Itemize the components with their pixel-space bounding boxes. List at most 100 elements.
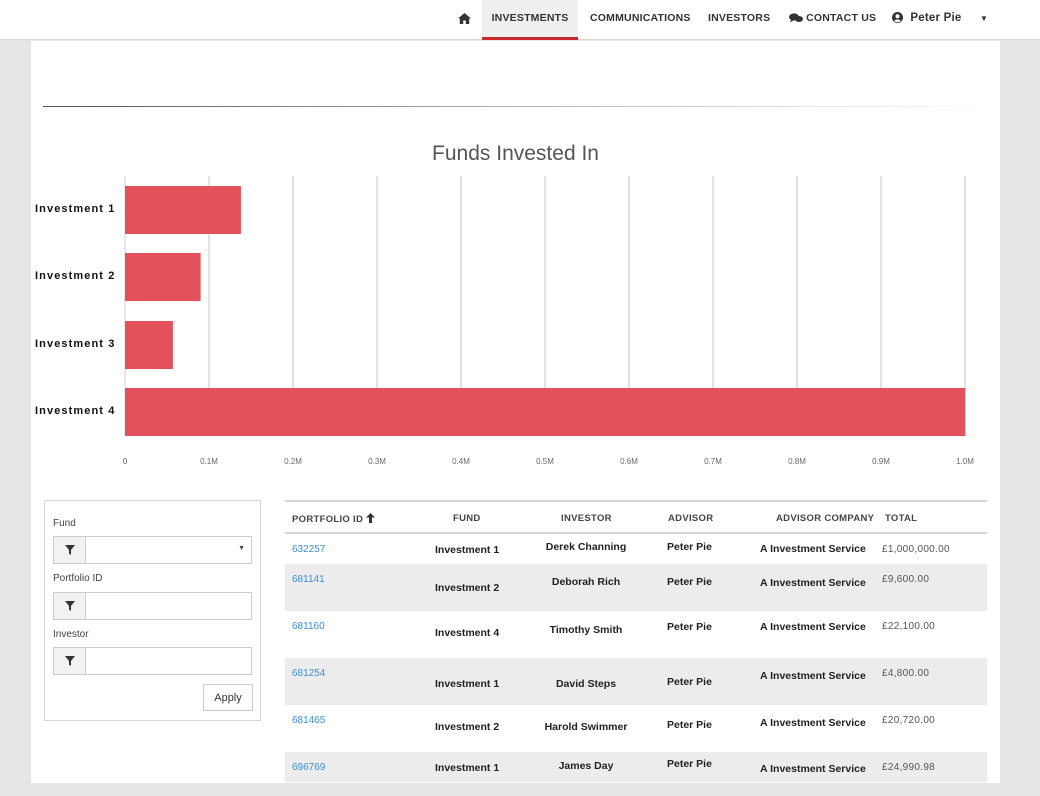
nav-investors[interactable]: INVESTORS (708, 12, 771, 24)
fund-filter-button[interactable] (54, 537, 86, 563)
filter-panel: Fund ▼ Portfolio ID Investor Apply (44, 500, 261, 721)
header-advisor-company[interactable]: ADVISOR COMPANY (776, 513, 875, 524)
table-row: 696769 Investment 1 James Day Peter Pie … (285, 752, 987, 782)
user-menu[interactable]: Peter Pie (892, 0, 961, 40)
funnel-icon (64, 601, 75, 611)
chart-category-label: Investment 3 (35, 338, 116, 350)
nav-investments[interactable]: INVESTMENTS (482, 0, 578, 40)
chart-tick-label: 0.6M (620, 457, 638, 466)
funnel-icon (64, 545, 75, 555)
chart-tick-label: 0.4M (452, 457, 470, 466)
funds-bar-chart (124, 176, 966, 436)
fund-cell: Investment 1 (435, 678, 500, 690)
chart-title: Funds Invested In (432, 142, 599, 165)
nav-communications[interactable]: COMMUNICATIONS (590, 12, 691, 24)
nav-home[interactable] (452, 0, 476, 40)
portfolio-id-link[interactable]: 681141 (292, 574, 325, 585)
total-cell: £24,990.98 (882, 762, 936, 773)
fund-filter-label: Fund (53, 518, 76, 529)
advisor-company-cell: A Investment Service (760, 717, 866, 729)
table-row: 632257 Investment 1 Derek Channing Peter… (285, 534, 987, 564)
header-investor[interactable]: INVESTOR (561, 513, 612, 524)
home-icon (457, 12, 471, 24)
main-content: Funds Invested In Investment 1 Investment… (31, 41, 1000, 783)
fund-cell: Investment 1 (435, 762, 500, 774)
portfolio-id-link[interactable]: 681160 (292, 621, 325, 632)
table-row: 681141 Investment 2 Deborah Rich Peter P… (285, 564, 987, 611)
funnel-icon (64, 656, 75, 666)
chart-category-label: Investment 4 (35, 405, 116, 417)
user-name: Peter Pie (910, 12, 962, 24)
chart-bar[interactable] (125, 253, 201, 301)
advisor-company-cell: A Investment Service (760, 577, 866, 589)
chart-tick-label: 0.8M (788, 457, 806, 466)
portfolio-id-link[interactable]: 632257 (292, 544, 326, 555)
chart-tick-label: 0.5M (536, 457, 554, 466)
header-fund[interactable]: FUND (453, 513, 481, 524)
advisor-cell: Peter Pie (667, 676, 712, 688)
nav-contact-us-label: CONTACT US (806, 12, 877, 24)
chart-tick-label: 0.3M (368, 457, 386, 466)
advisor-company-cell: A Investment Service (760, 763, 866, 775)
advisor-cell: Peter Pie (667, 719, 712, 731)
header-advisor[interactable]: ADVISOR (668, 513, 714, 524)
chart-bar[interactable] (125, 186, 241, 234)
total-cell: £9,600.00 (882, 574, 930, 585)
advisor-cell: Peter Pie (667, 541, 712, 553)
investor-filter-button[interactable] (54, 648, 86, 674)
total-cell: £4,800.00 (882, 668, 930, 679)
table-header: PORTFOLIO ID FUND INVESTOR ADVISOR ADVIS… (285, 500, 987, 534)
chat-bubbles-icon (789, 13, 803, 23)
chevron-down-icon: ▼ (238, 545, 245, 552)
investor-cell: Timothy Smith (549, 624, 623, 636)
fund-cell: Investment 4 (435, 627, 500, 639)
portfolio-id-link[interactable]: 681254 (292, 668, 326, 679)
chart-tick-label: 0.9M (872, 457, 890, 466)
top-navbar: INVESTMENTS COMMUNICATIONS INVESTORS CON… (0, 0, 1040, 40)
apply-button[interactable]: Apply (203, 684, 253, 711)
user-menu-caret[interactable]: ▼ (980, 14, 989, 23)
investor-cell: James Day (558, 760, 614, 772)
fund-cell: Investment 2 (435, 721, 500, 733)
advisor-cell: Peter Pie (667, 621, 712, 633)
chart-tick-label: 0.2M (284, 457, 302, 466)
total-cell: £20,720.00 (882, 715, 936, 726)
portfolio-table: PORTFOLIO ID FUND INVESTOR ADVISOR ADVIS… (285, 500, 987, 782)
header-portfolio-id[interactable]: PORTFOLIO ID (292, 513, 376, 525)
advisor-company-cell: A Investment Service (760, 543, 866, 555)
investor-input[interactable] (53, 647, 252, 675)
total-cell: £1,000,000.00 (882, 544, 950, 555)
investor-filter-label: Investor (53, 629, 89, 640)
advisor-cell: Peter Pie (667, 576, 712, 588)
fund-select[interactable]: ▼ (53, 536, 252, 564)
fund-cell: Investment 2 (435, 582, 500, 594)
chart-bar[interactable] (125, 388, 965, 436)
advisor-company-cell: A Investment Service (760, 621, 866, 633)
chart-tick-label: 1.0M (956, 457, 974, 466)
arrow-up-icon (366, 513, 376, 523)
nav-contact-us[interactable]: CONTACT US (789, 0, 876, 40)
fund-cell: Investment 1 (435, 544, 500, 556)
chart-bar[interactable] (125, 321, 173, 369)
chart-tick-label: 0.7M (704, 457, 722, 466)
table-row: 681465 Investment 2 Harold Swimmer Peter… (285, 705, 987, 752)
investor-cell: Derek Channing (545, 541, 627, 553)
advisor-cell: Peter Pie (667, 758, 712, 770)
chart-tick-label: 0.1M (200, 457, 218, 466)
investor-cell: Harold Swimmer (544, 721, 628, 733)
chart-category-label: Investment 2 (35, 270, 116, 282)
chart-category-label: Investment 1 (35, 203, 116, 215)
header-portfolio-id-label: PORTFOLIO ID (292, 514, 364, 525)
section-divider (43, 106, 993, 107)
portfolio-filter-button[interactable] (54, 593, 86, 619)
table-row: 681160 Investment 4 Timothy Smith Peter … (285, 611, 987, 658)
portfolio-id-link[interactable]: 681465 (292, 715, 326, 726)
user-circle-icon (892, 12, 903, 24)
total-cell: £22,100.00 (882, 621, 936, 632)
header-total[interactable]: TOTAL (885, 513, 918, 524)
advisor-company-cell: A Investment Service (760, 670, 866, 682)
portfolio-filter-label: Portfolio ID (53, 573, 103, 584)
portfolio-id-input[interactable] (53, 592, 252, 620)
portfolio-id-link[interactable]: 696769 (292, 762, 326, 773)
investor-cell: David Steps (555, 678, 617, 690)
